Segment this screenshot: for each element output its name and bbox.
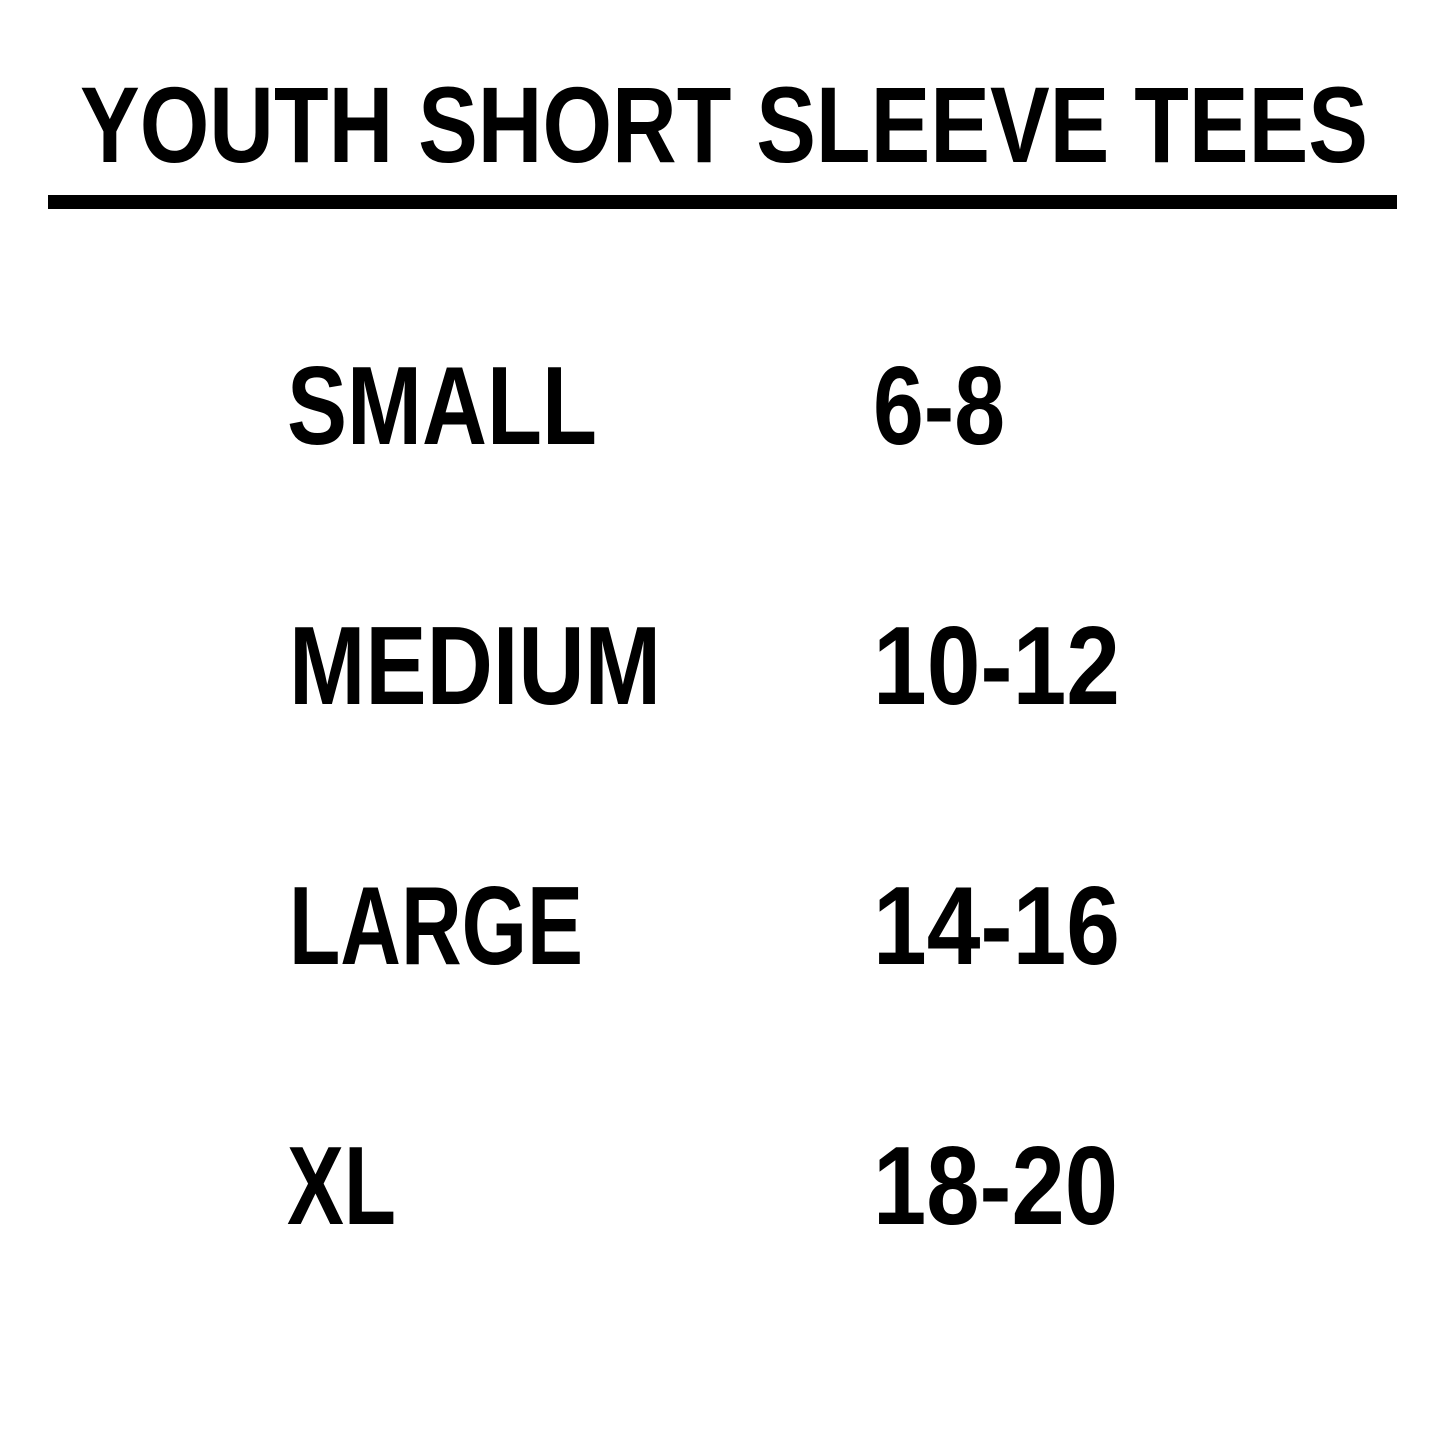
size-label: XL bbox=[287, 1124, 396, 1248]
size-row: SMALL 6-8 bbox=[287, 344, 1005, 468]
size-row: MEDIUM 10-12 bbox=[289, 604, 1120, 728]
size-label: MEDIUM bbox=[289, 604, 661, 728]
size-row: XL 18-20 bbox=[287, 1124, 1118, 1248]
age-range: 10-12 bbox=[873, 604, 1120, 728]
size-label: SMALL bbox=[287, 344, 597, 468]
page-title: YOUTH SHORT SLEEVE TEES bbox=[80, 64, 1368, 185]
size-label: LARGE bbox=[289, 864, 583, 988]
age-range: 6-8 bbox=[873, 344, 1005, 468]
title-underline bbox=[48, 195, 1397, 209]
size-row: LARGE 14-16 bbox=[289, 864, 1120, 988]
age-range: 18-20 bbox=[873, 1124, 1118, 1248]
age-range: 14-16 bbox=[873, 864, 1120, 988]
